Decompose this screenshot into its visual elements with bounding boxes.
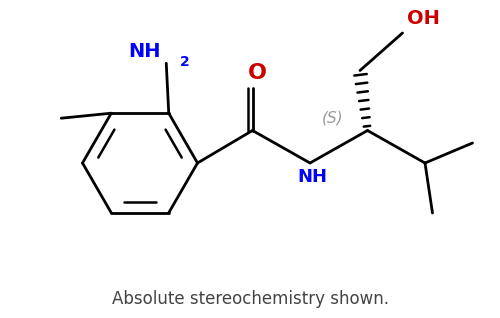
Text: O: O <box>248 63 267 83</box>
Text: NH: NH <box>298 168 328 186</box>
Text: Absolute stereochemistry shown.: Absolute stereochemistry shown. <box>112 290 388 308</box>
Text: 2: 2 <box>180 55 190 69</box>
Text: (S): (S) <box>322 110 344 126</box>
Text: NH: NH <box>129 42 161 61</box>
Text: OH: OH <box>408 9 440 28</box>
